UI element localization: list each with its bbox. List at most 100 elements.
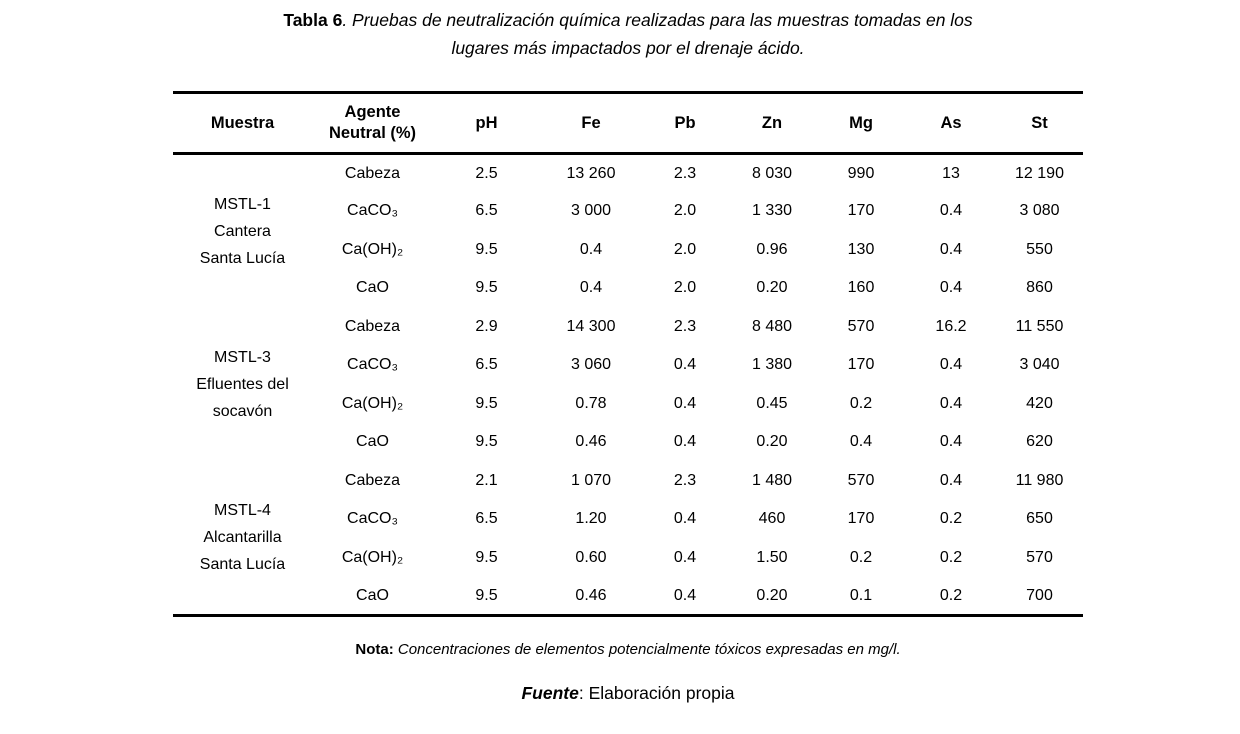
header-row: Muestra Agente Neutral (%) pH Fe Pb Zn Mg As St: [173, 92, 1083, 155]
value-cell: 700: [1026, 586, 1053, 604]
value-cell: 2.5: [475, 164, 498, 182]
value-cell: 1 480: [751, 471, 793, 489]
value-cell: 16.2: [935, 317, 967, 335]
source-note: Fuente: Elaboración propia: [173, 681, 1083, 705]
value-cell: 0.20: [756, 433, 788, 451]
value-cell: 1 330: [751, 202, 793, 220]
agent-cell: Ca(OH)₂: [341, 240, 404, 258]
value-cell: 0.60: [575, 548, 607, 566]
value-cell: 0.4: [579, 240, 603, 258]
table-row: MSTL-4 Alcantarilla Santa Lucía Cabeza 2.1 1 …: [173, 462, 1083, 574]
value-cell: 0.1: [849, 586, 873, 604]
value-cell: 0.20: [756, 586, 788, 604]
value-cell: 170: [847, 510, 875, 528]
agent-cell: CaO: [356, 586, 389, 604]
value-cell: 6.5: [475, 510, 498, 528]
value-cell: 0.2: [849, 548, 873, 566]
table-row: CaCO₃ 6.5 3 060 0.4 1 380 170 0.4 3 040: [173, 346, 1083, 385]
value-cell: 1 380: [751, 356, 793, 374]
value-cell: 860: [1026, 279, 1053, 297]
table-row: CaO 9.5 0.4 2.0 0.20 160 0.4 860: [173, 269, 1083, 308]
column-header-1: Agente Neutral (%): [312, 92, 433, 155]
value-cell: 130: [847, 240, 875, 258]
value-cell: 0.4: [849, 433, 873, 451]
sample-line: Alcantarilla: [203, 529, 282, 547]
value-cell: 0.20: [756, 279, 788, 297]
table-body: MSTL-1 Cantera Santa Lucía Cabeza 2.5 13 260 2…: [173, 154, 1083, 616]
caption-text-line-1: . Pruebas de neutralización química real…: [342, 10, 973, 30]
table-row: Ca(OH)₂ 9.5 0.60 0.4 1.50 0.2 0.2 570: [173, 539, 1083, 578]
value-cell: 0.2: [939, 548, 963, 566]
agent-cell: CaCO₃: [347, 202, 398, 220]
value-cell: 0.4: [673, 356, 697, 374]
caption-text-line-2: lugares más impactados por el drenaje ác…: [451, 38, 805, 58]
sample-line: Efluentes del: [196, 376, 289, 393]
value-cell: 12 190: [1015, 164, 1064, 182]
value-cell: 160: [847, 279, 875, 297]
value-cell: 0.4: [939, 356, 963, 374]
value-cell: 990: [847, 164, 875, 182]
table-header: Muestra Agente Neutral (%) pH Fe Pb Zn Mg As St: [173, 92, 1083, 155]
table-row: MSTL-3 Efluentes del socavón Cabeza 2.9 14 30…: [173, 308, 1083, 420]
agent-cell: CaO: [356, 279, 389, 297]
value-cell: 0.4: [939, 433, 963, 451]
note-label: Nota:: [355, 641, 394, 658]
sample-line: Santa Lucía: [199, 556, 286, 574]
table-row: CaO 9.5 0.46 0.4 0.20 0.4 0.4 620: [173, 423, 1083, 462]
value-cell: 420: [1026, 394, 1053, 412]
sample-line: MSTL-4: [214, 502, 271, 520]
caption-line-1: Tabla 6. Pruebas de neutralización quími…: [173, 6, 1083, 34]
value-cell: 0.96: [756, 240, 788, 258]
value-cell: 2.3: [673, 164, 697, 182]
value-cell: 0.4: [673, 548, 697, 566]
value-cell: 1 070: [570, 471, 612, 489]
value-cell: 0.4: [673, 433, 697, 451]
value-cell: 9.5: [475, 279, 498, 297]
column-header-0: Muestra: [173, 92, 312, 155]
table-container: Muestra Agente Neutral (%) pH Fe Pb Zn Mg As St …: [173, 91, 1083, 617]
agent-cell: CaCO₃: [347, 510, 398, 528]
value-cell: 6.5: [475, 356, 498, 374]
value-cell: 1.20: [575, 510, 607, 528]
value-cell: 9.5: [475, 394, 498, 412]
sample-line: MSTL-3: [214, 349, 271, 366]
value-cell: 13 260: [566, 164, 616, 182]
column-header-8: St: [996, 92, 1083, 155]
value-cell: 0.4: [673, 510, 697, 528]
value-cell: 14 300: [566, 317, 616, 335]
value-cell: 2.0: [673, 240, 697, 258]
caption-label: Tabla 6: [283, 10, 343, 30]
sample-line: Cantera: [214, 222, 271, 240]
column-header-7: As: [906, 92, 996, 155]
value-cell: 0.4: [673, 394, 697, 412]
table-row: Ca(OH)₂ 9.5 0.78 0.4 0.45 0.2 0.4 420: [173, 385, 1083, 424]
value-cell: 570: [847, 471, 875, 489]
value-cell: 2.9: [475, 317, 498, 335]
value-cell: 0.45: [756, 394, 788, 412]
table-note: Nota: Concentraciones de elementos poten…: [173, 640, 1083, 660]
agent-cell: CaO: [356, 433, 389, 451]
agent-cell: Ca(OH)₂: [341, 548, 404, 566]
value-cell: 0.4: [939, 279, 963, 297]
column-header-2: pH: [433, 92, 540, 155]
sample-line: Santa Lucía: [199, 249, 286, 267]
value-cell: 460: [758, 510, 786, 528]
value-cell: 0.4: [939, 202, 963, 220]
agent-cell: Ca(OH)₂: [341, 394, 404, 412]
value-cell: 0.46: [575, 586, 607, 604]
value-cell: 3 060: [570, 356, 612, 374]
value-cell: 8 030: [751, 164, 793, 182]
value-cell: 1.50: [756, 548, 788, 566]
table-row: CaCO₃ 6.5 3 000 2.0 1 330 170 0.4 3 080: [173, 192, 1083, 231]
table-row: MSTL-1 Cantera Santa Lucía Cabeza 2.5 13 260 2…: [173, 154, 1083, 267]
value-cell: 8 480: [751, 317, 793, 335]
value-cell: 3 040: [1019, 356, 1060, 374]
value-cell: 0.4: [939, 394, 963, 412]
value-cell: 0.78: [575, 394, 607, 412]
column-header-3: Fe: [540, 92, 642, 155]
value-cell: 550: [1026, 240, 1053, 258]
value-cell: 3 080: [1019, 202, 1060, 220]
table-row: CaO 9.5 0.46 0.4 0.20 0.1 0.2 700: [173, 577, 1083, 616]
value-cell: 9.5: [475, 240, 498, 258]
